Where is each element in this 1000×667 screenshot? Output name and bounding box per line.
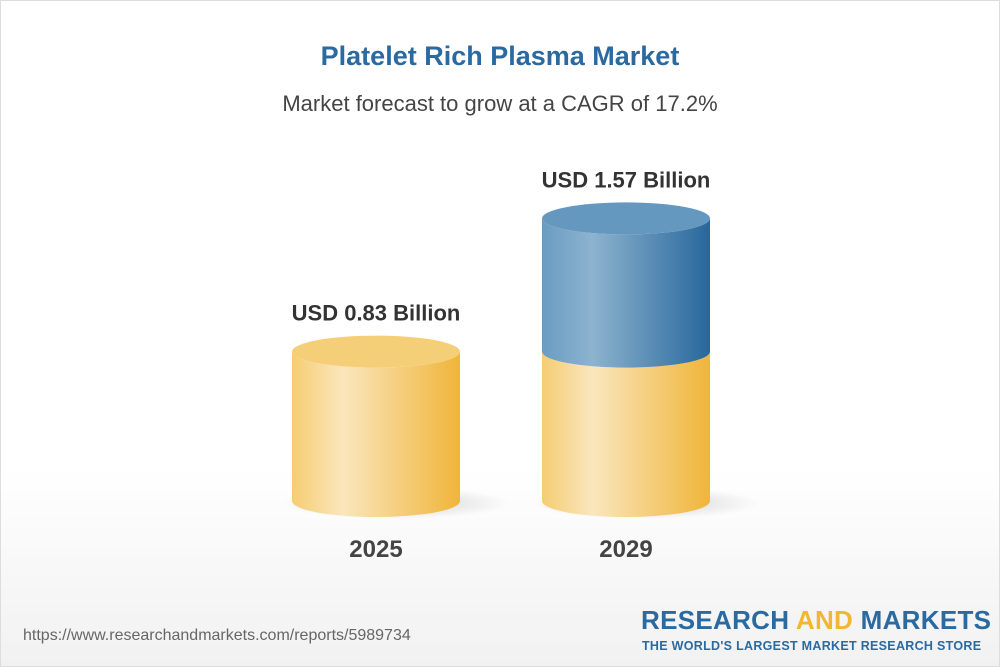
cylinder-growth-2029-top xyxy=(542,202,710,235)
cylinder-base-2029 xyxy=(542,351,710,517)
logo-tagline: THE WORLD'S LARGEST MARKET RESEARCH STOR… xyxy=(642,639,982,653)
data-label: USD 0.83 Billion xyxy=(292,301,461,326)
chart-subtitle: Market forecast to grow at a CAGR of 17.… xyxy=(282,91,718,116)
logo: RESEARCH AND MARKETS xyxy=(641,605,992,635)
source-url[interactable]: https://www.researchandmarkets.com/repor… xyxy=(23,627,411,644)
cylinder-chart: USD 0.83 Billion 2025 USD 1.57 Billion 2029 xyxy=(282,167,760,563)
cylinder-growth-2029 xyxy=(542,218,710,368)
category-label: 2029 xyxy=(599,536,652,563)
cylinder-2025 xyxy=(292,351,460,517)
chart-title: Platelet Rich Plasma Market xyxy=(320,41,680,71)
cylinder-2025-top xyxy=(292,335,460,368)
data-label: USD 1.57 Billion xyxy=(542,167,711,192)
category-label: 2025 xyxy=(349,536,402,563)
